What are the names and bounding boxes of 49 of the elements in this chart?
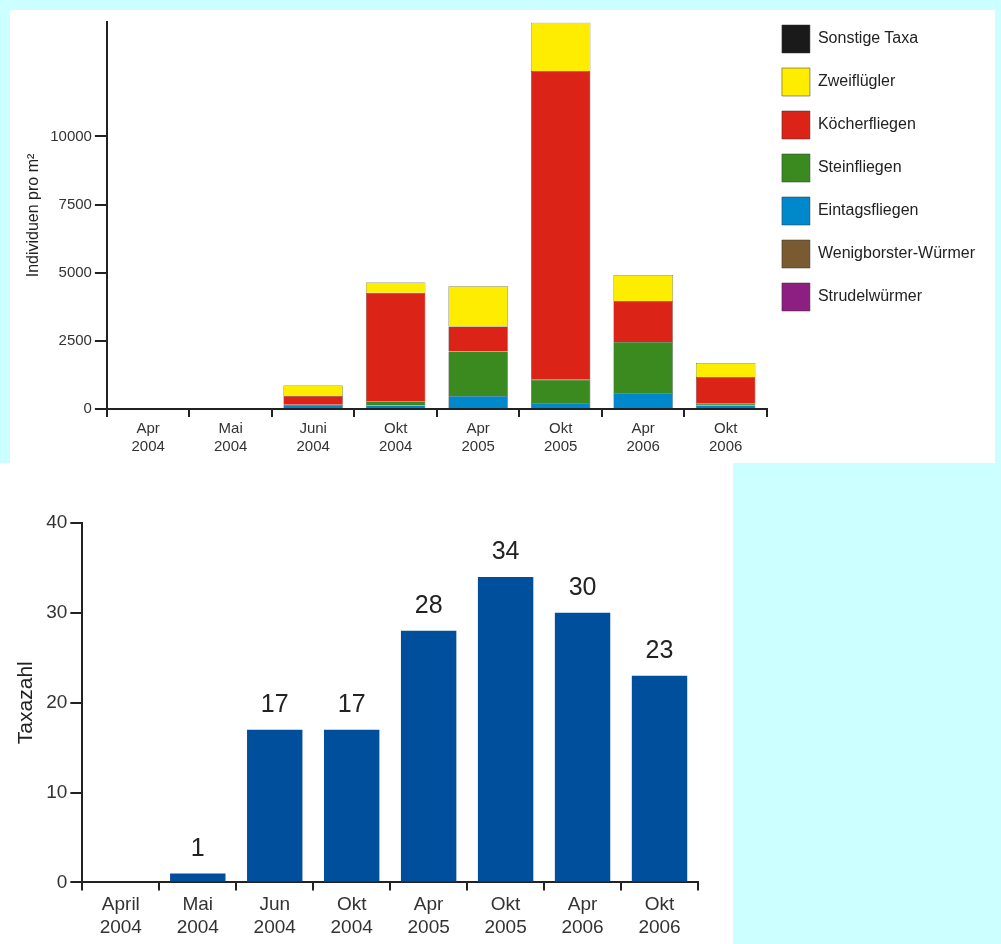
legend-label: Sonstige Taxa — [817, 29, 919, 47]
y-tick-label: 7500 — [58, 194, 92, 212]
data-label: 17 — [260, 689, 289, 718]
x-tick-label: Apr 2006 — [561, 893, 604, 937]
data-label: 28 — [414, 590, 443, 619]
legend-label: Köcherfliegen — [817, 115, 916, 133]
bar — [323, 729, 380, 882]
bar — [631, 675, 688, 882]
bar — [247, 729, 303, 882]
x-tick-label: Okt 2006 — [638, 893, 681, 937]
legend-label: Strudelwürmer — [817, 287, 923, 305]
y-tick-label: 10000 — [50, 126, 92, 144]
data-label: 1 — [190, 832, 205, 861]
data-label: 23 — [645, 635, 674, 664]
x-tick-label: Mai 2004 — [176, 893, 220, 937]
x-tick-label: Apr 2005 — [461, 419, 495, 455]
legend-label: Eintagsfliegen — [817, 201, 919, 219]
y-tick-label: 20 — [46, 690, 68, 712]
y-tick-label: 0 — [83, 399, 92, 417]
legend-label: Wenigborster-Würmer — [817, 244, 976, 262]
bar — [400, 630, 457, 882]
x-tick-label: Jun 2004 — [253, 893, 297, 937]
x-tick-label: Apr 2005 — [407, 893, 450, 937]
legend-label: Zweiflügler — [817, 72, 896, 90]
y-tick-label: 40 — [46, 511, 68, 533]
x-tick-label: Okt 2006 — [708, 419, 743, 455]
bar — [477, 576, 534, 882]
x-tick-label: Mai 2004 — [213, 419, 248, 455]
y-tick-label: 0 — [56, 870, 68, 892]
legend-label: Steinfliegen — [817, 158, 902, 176]
bar — [554, 612, 611, 882]
data-label: 34 — [491, 536, 520, 565]
y-tick-label: 30 — [46, 601, 68, 623]
x-tick-label: Apr 2004 — [131, 419, 165, 455]
x-tick-label: Okt 2004 — [330, 893, 374, 937]
y-axis-title: Taxazahl — [13, 661, 37, 745]
data-label: 17 — [337, 689, 366, 718]
x-tick-label: Okt 2004 — [378, 419, 413, 455]
y-tick-label: 10 — [46, 780, 68, 802]
y-axis-title: Individuen pro m² — [24, 153, 42, 278]
data-label: 30 — [568, 572, 597, 601]
bar — [170, 873, 226, 882]
x-tick-label: Apr 2006 — [626, 419, 660, 455]
x-tick-label: Juni 2004 — [296, 419, 330, 455]
x-tick-label: Okt 2005 — [543, 419, 578, 455]
x-tick-label: April 2004 — [99, 893, 143, 937]
y-tick-label: 2500 — [58, 331, 92, 349]
x-tick-label: Okt 2005 — [484, 893, 527, 937]
y-tick-label: 5000 — [58, 262, 92, 280]
